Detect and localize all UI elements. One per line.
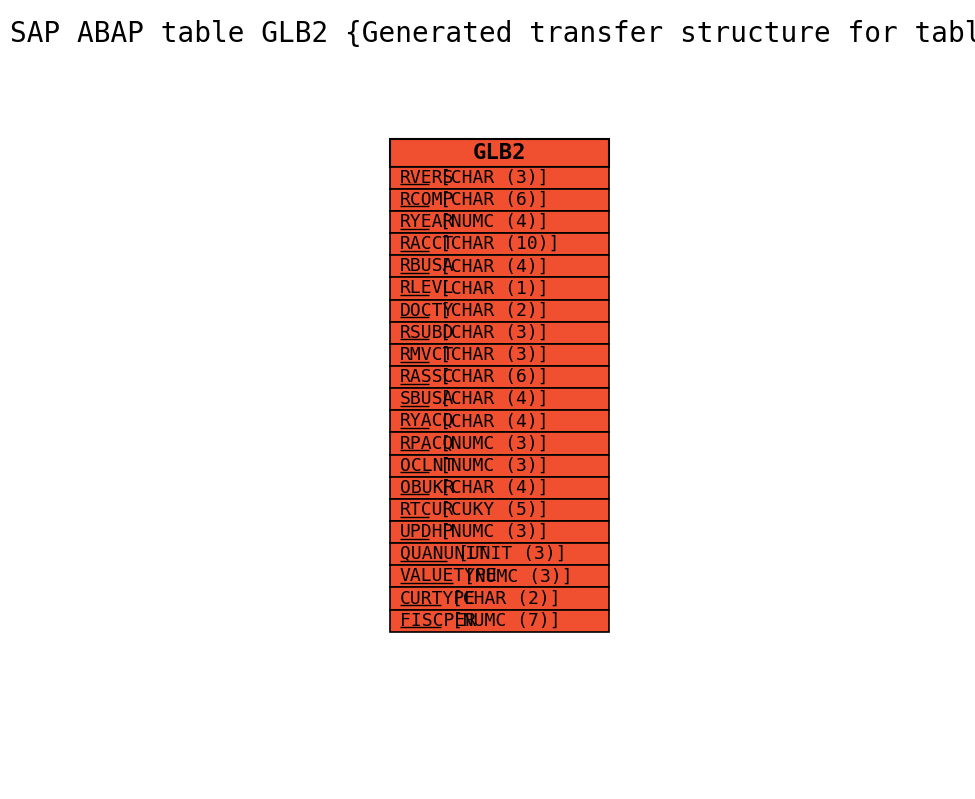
Text: FISCPER: FISCPER [400, 612, 476, 630]
FancyBboxPatch shape [390, 255, 609, 277]
Text: CURTYPE: CURTYPE [400, 590, 476, 607]
Text: RVERS: RVERS [400, 169, 454, 187]
FancyBboxPatch shape [390, 233, 609, 255]
FancyBboxPatch shape [390, 477, 609, 499]
Text: [CHAR (1)]: [CHAR (1)] [429, 280, 549, 297]
FancyBboxPatch shape [390, 499, 609, 521]
Text: RSUBD: RSUBD [400, 324, 454, 342]
FancyBboxPatch shape [390, 587, 609, 610]
Text: RBUSA: RBUSA [400, 257, 454, 276]
Text: [NUMC (4)]: [NUMC (4)] [429, 213, 549, 231]
Text: SAP ABAP table GLB2 {Generated transfer structure for table GLT2}: SAP ABAP table GLB2 {Generated transfer … [10, 20, 975, 48]
Text: DOCTY: DOCTY [400, 301, 454, 320]
FancyBboxPatch shape [390, 139, 609, 167]
Text: RACCT: RACCT [400, 235, 454, 253]
FancyBboxPatch shape [390, 277, 609, 300]
Text: OCLNT: OCLNT [400, 457, 454, 475]
Text: [NUMC (3)]: [NUMC (3)] [429, 435, 549, 452]
Text: RLEVL: RLEVL [400, 280, 454, 297]
Text: [NUMC (3)]: [NUMC (3)] [453, 567, 572, 586]
FancyBboxPatch shape [390, 388, 609, 410]
Text: [NUMC (3)]: [NUMC (3)] [429, 523, 549, 541]
FancyBboxPatch shape [390, 455, 609, 477]
Text: [CHAR (4)]: [CHAR (4)] [429, 257, 549, 276]
Text: [UNIT (3)]: [UNIT (3)] [448, 545, 566, 563]
Text: [NUMC (7)]: [NUMC (7)] [442, 612, 561, 630]
Text: OBUKR: OBUKR [400, 479, 454, 497]
FancyBboxPatch shape [390, 566, 609, 587]
Text: [CHAR (4)]: [CHAR (4)] [429, 412, 549, 431]
Text: [CHAR (2)]: [CHAR (2)] [442, 590, 561, 607]
Text: [NUMC (3)]: [NUMC (3)] [429, 457, 549, 475]
Text: [CHAR (3)]: [CHAR (3)] [429, 346, 549, 364]
Text: RYACQ: RYACQ [400, 412, 454, 431]
Text: QUANUNIT: QUANUNIT [400, 545, 487, 563]
FancyBboxPatch shape [390, 521, 609, 543]
FancyBboxPatch shape [390, 410, 609, 432]
FancyBboxPatch shape [390, 366, 609, 388]
Text: RYEAR: RYEAR [400, 213, 454, 231]
FancyBboxPatch shape [390, 322, 609, 344]
Text: [CHAR (2)]: [CHAR (2)] [429, 301, 549, 320]
Text: [CHAR (6)]: [CHAR (6)] [429, 191, 549, 209]
FancyBboxPatch shape [390, 432, 609, 455]
FancyBboxPatch shape [390, 300, 609, 322]
Text: RPACQ: RPACQ [400, 435, 454, 452]
FancyBboxPatch shape [390, 189, 609, 211]
FancyBboxPatch shape [390, 543, 609, 566]
Text: [CHAR (3)]: [CHAR (3)] [429, 324, 549, 342]
Text: [CUKY (5)]: [CUKY (5)] [429, 501, 549, 519]
FancyBboxPatch shape [390, 211, 609, 233]
Text: UPDHP: UPDHP [400, 523, 454, 541]
FancyBboxPatch shape [390, 610, 609, 632]
Text: [CHAR (10)]: [CHAR (10)] [429, 235, 560, 253]
Text: GLB2: GLB2 [473, 143, 526, 163]
Text: SBUSA: SBUSA [400, 390, 454, 408]
FancyBboxPatch shape [390, 167, 609, 189]
Text: RMVCT: RMVCT [400, 346, 454, 364]
Text: RASSC: RASSC [400, 368, 454, 386]
Text: [CHAR (4)]: [CHAR (4)] [429, 479, 549, 497]
Text: [CHAR (4)]: [CHAR (4)] [429, 390, 549, 408]
Text: RTCUR: RTCUR [400, 501, 454, 519]
Text: [CHAR (3)]: [CHAR (3)] [429, 169, 549, 187]
Text: RCOMP: RCOMP [400, 191, 454, 209]
FancyBboxPatch shape [390, 344, 609, 366]
Text: VALUETYPE: VALUETYPE [400, 567, 498, 586]
Text: [CHAR (6)]: [CHAR (6)] [429, 368, 549, 386]
